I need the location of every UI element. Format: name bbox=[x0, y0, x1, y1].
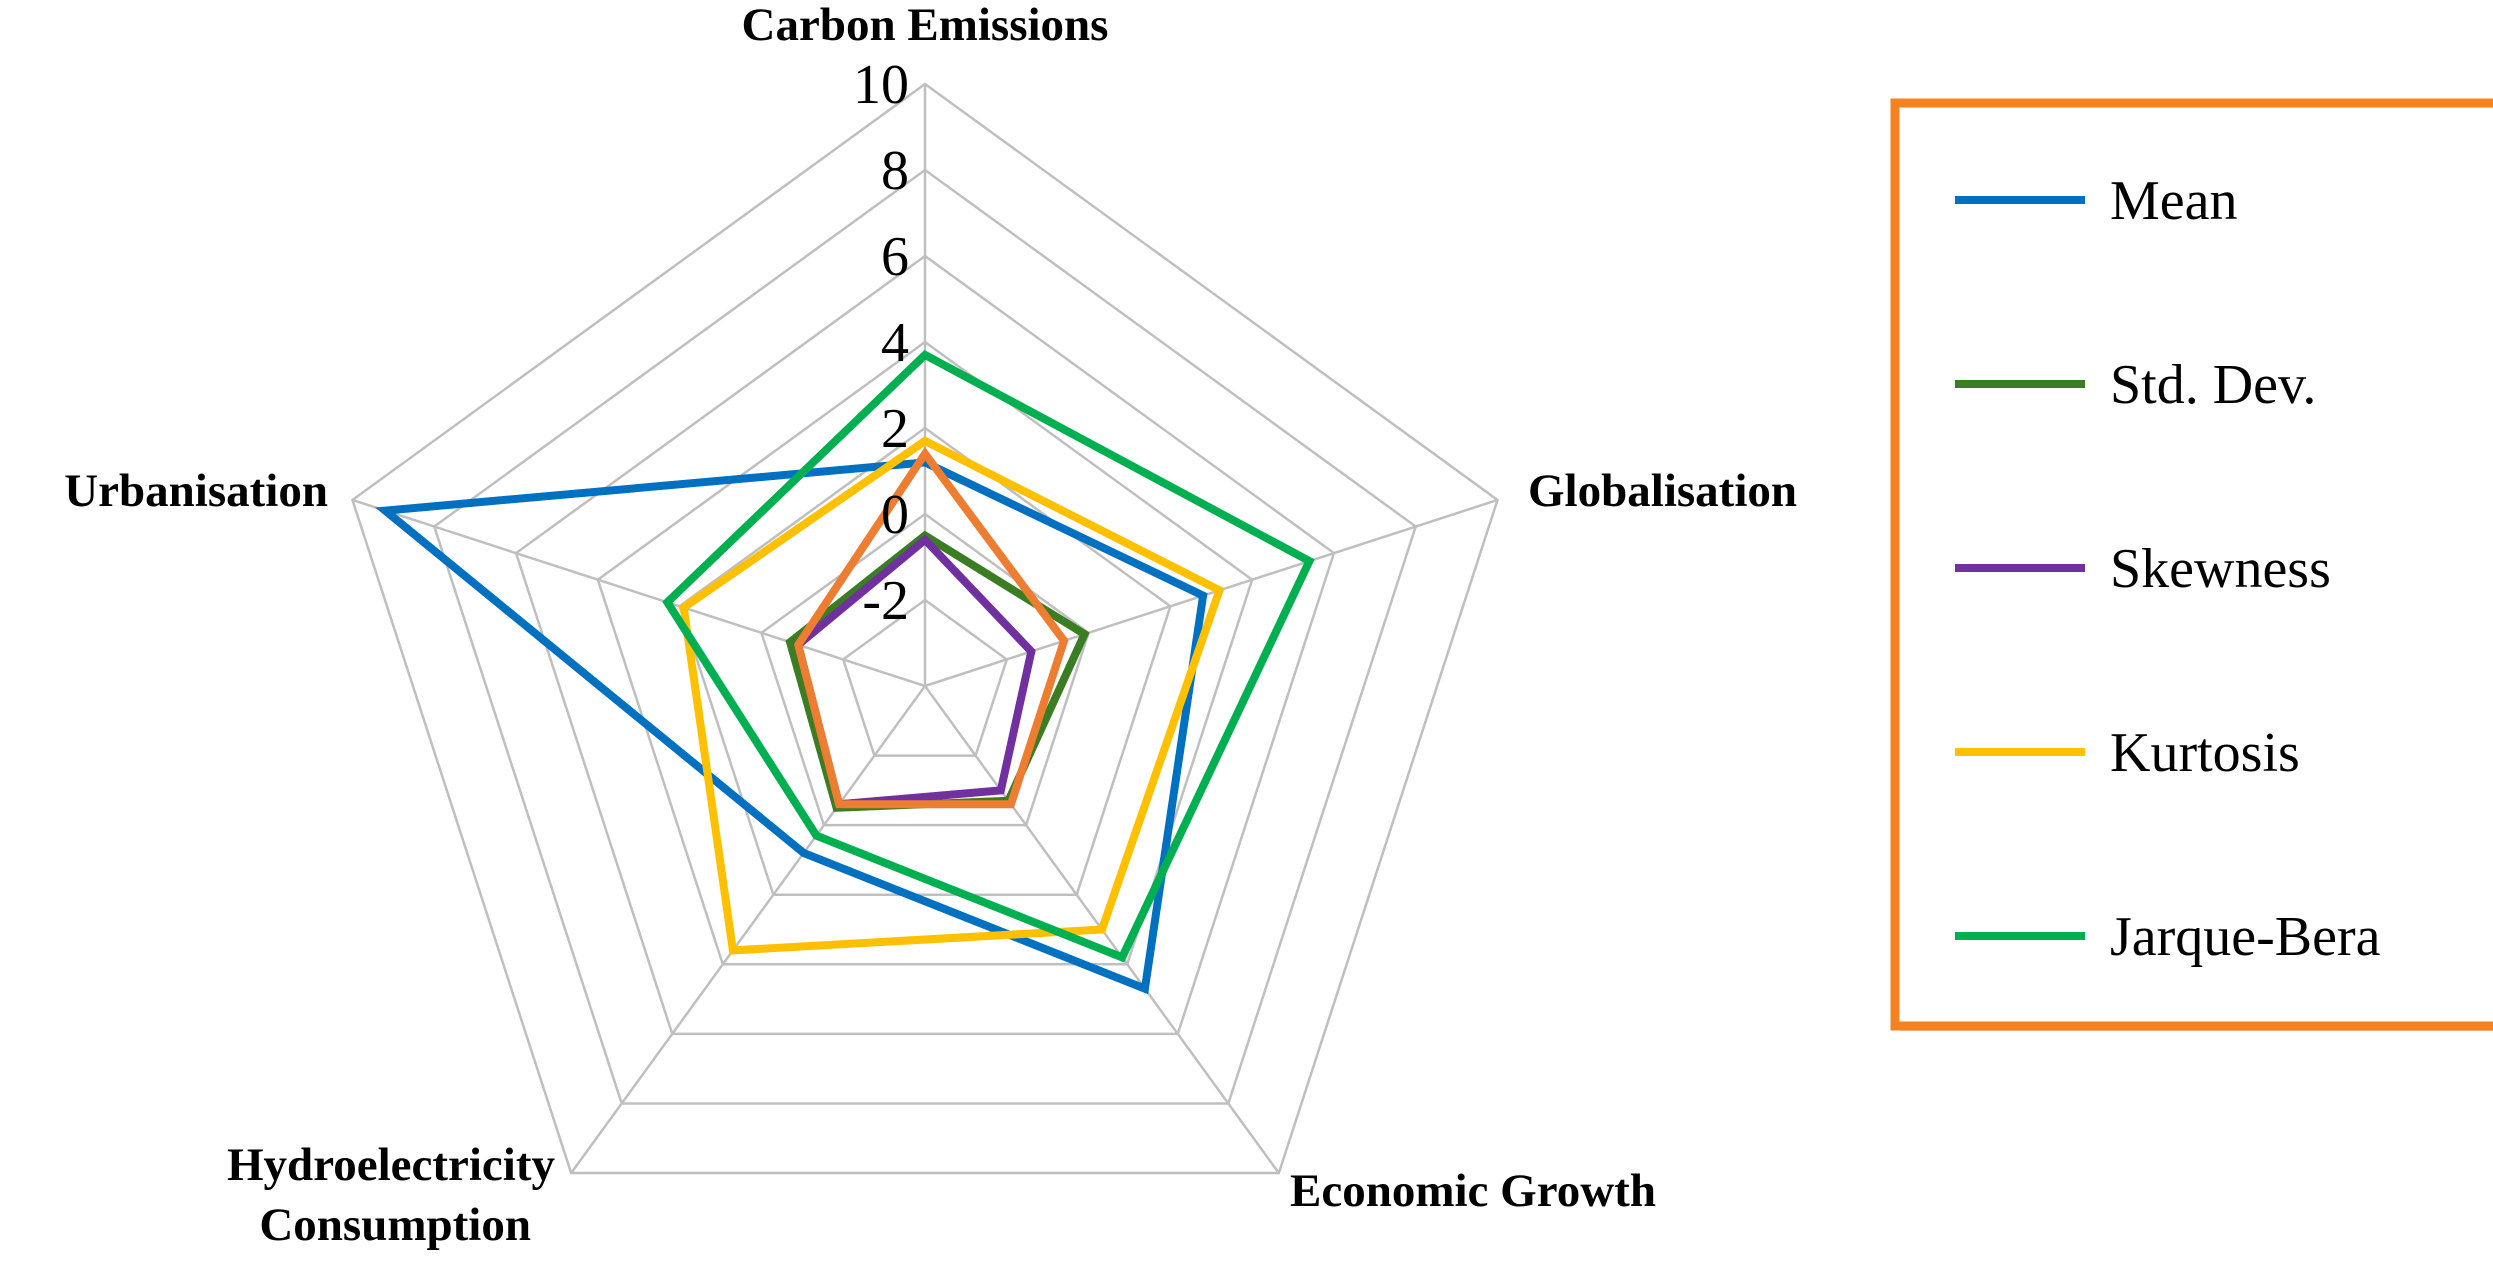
tick-label: 6 bbox=[881, 226, 909, 288]
grid-ring bbox=[432, 168, 1418, 1105]
legend-items: Mean Std. Dev. Skewness Kurtosis Jarque-Bera bbox=[1955, 170, 2381, 968]
series-line-series-6 bbox=[793, 446, 1069, 809]
legend-label: Kurtosis bbox=[2110, 722, 2300, 784]
axis-label: Hydroelectricity Consumption bbox=[227, 1139, 555, 1251]
axis-label: Urbanisation bbox=[64, 465, 328, 517]
axis-label: Globalisation bbox=[1528, 465, 1797, 517]
radar-series bbox=[375, 350, 1315, 995]
legend-item-mean: Mean bbox=[1955, 170, 2238, 232]
series-line-jarque-bera bbox=[662, 350, 1315, 963]
tick-label: 10 bbox=[853, 54, 909, 116]
grid-ring bbox=[514, 254, 1336, 1036]
legend-label: Mean bbox=[2110, 170, 2238, 232]
legend-label: Std. Dev. bbox=[2110, 354, 2316, 416]
grid-ring bbox=[596, 340, 1254, 966]
legend-label: Jarque-Bera bbox=[2110, 906, 2381, 968]
tick-label: 0 bbox=[881, 484, 909, 546]
legend-label: Skewness bbox=[2110, 538, 2331, 600]
legend: Mean Std. Dev. Skewness Kurtosis Jarque-Bera bbox=[1890, 98, 2493, 1031]
legend-item-jarque-bera: Jarque-Bera bbox=[1955, 906, 2381, 968]
axis-label: Carbon Emissions bbox=[742, 0, 1109, 51]
tick-label: 8 bbox=[881, 140, 909, 202]
grid-spoke bbox=[924, 498, 1498, 688]
axis-labels: Carbon Emissions Globalisation Economic Gr… bbox=[64, 0, 1797, 1251]
grid-ring bbox=[841, 598, 1009, 757]
legend-box bbox=[1890, 98, 2493, 1031]
series-line-mean bbox=[375, 458, 1208, 995]
series-line-skewness bbox=[793, 534, 1036, 809]
series-line-kurtosis bbox=[679, 436, 1225, 955]
grid-spoke bbox=[352, 498, 926, 688]
grid-ring bbox=[759, 512, 1091, 827]
tick-label: 4 bbox=[881, 312, 909, 374]
grid-ring bbox=[350, 82, 1500, 1175]
radar-grid bbox=[350, 82, 1500, 1175]
series-line-std-dev bbox=[785, 530, 1090, 812]
radial-tick-labels: -2 0 2 4 6 8 10 bbox=[853, 54, 909, 632]
grid-spoke bbox=[570, 685, 927, 1174]
legend-item-skewness: Skewness bbox=[1955, 538, 2331, 600]
tick-label: 2 bbox=[881, 398, 909, 460]
axis-label: Economic Growth bbox=[1290, 1165, 1656, 1217]
tick-label: -2 bbox=[862, 570, 909, 632]
legend-item-kurtosis: Kurtosis bbox=[1955, 722, 2300, 784]
legend-item-std-dev: Std. Dev. bbox=[1955, 354, 2316, 416]
grid-ring bbox=[678, 426, 1172, 896]
